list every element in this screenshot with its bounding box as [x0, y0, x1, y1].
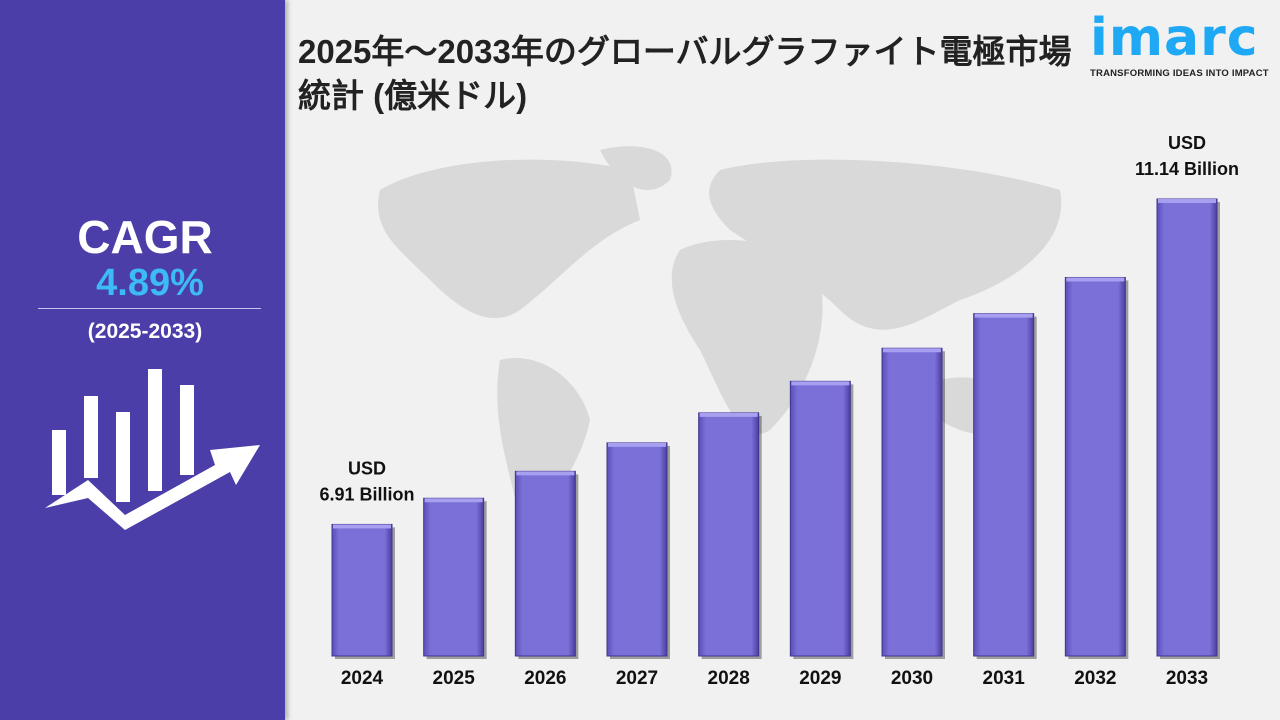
x-tick-label: 2031 — [983, 668, 1026, 689]
bar-2031 — [973, 313, 1035, 657]
x-tick-label: 2032 — [1074, 668, 1116, 689]
bar-top-highlight — [424, 498, 483, 503]
data-label-unit: USD — [1168, 133, 1206, 153]
x-tick-label: 2025 — [433, 668, 476, 689]
cagr-panel: CAGR 4.89% (2025-2033) — [0, 0, 285, 720]
bar-top-highlight — [333, 524, 391, 529]
bar-2024 — [331, 523, 393, 657]
divider — [38, 308, 261, 309]
bar-2030 — [881, 347, 943, 657]
x-tick-label: 2024 — [341, 668, 384, 689]
x-tick-label: 2027 — [616, 668, 658, 689]
x-tick-label: 2033 — [1166, 668, 1208, 689]
bar-2032 — [1064, 276, 1126, 657]
cagr-value: 4.89% — [96, 262, 204, 304]
logo-word: imarc — [1090, 8, 1259, 68]
bar-2028 — [698, 412, 760, 657]
data-label-value: 11.14 Billion — [1135, 159, 1239, 179]
bar-top-highlight — [791, 381, 850, 386]
imarc-logo: imarc TRANSFORMING IDEAS INTO IMPACT — [1090, 10, 1270, 79]
bar-2027 — [606, 442, 668, 657]
page-title: 2025年～2033年のグローバルグラファイト電極市場統計 (億米ドル) — [298, 33, 1072, 114]
bar-2033 — [1156, 198, 1218, 657]
cagr-period: (2025-2033) — [87, 320, 203, 343]
bar-top-highlight — [516, 471, 575, 476]
bar-2025 — [423, 497, 485, 657]
bar-2026 — [514, 470, 576, 657]
data-label-unit: USD — [348, 458, 386, 478]
bar-top-highlight — [1066, 277, 1125, 282]
cagr-label: CAGR — [77, 211, 213, 263]
bar-top-highlight — [974, 313, 1033, 318]
growth-chart-icon — [45, 369, 260, 530]
x-tick-label: 2029 — [799, 668, 841, 689]
bar-top-highlight — [1158, 199, 1216, 203]
data-label-value: 6.91 Billion — [319, 484, 414, 504]
x-tick-label: 2030 — [891, 668, 933, 689]
logo-tagline: TRANSFORMING IDEAS INTO IMPACT — [1090, 68, 1269, 79]
bar-2029 — [789, 380, 851, 657]
bar-top-highlight — [699, 412, 758, 417]
bar-top-highlight — [883, 348, 941, 353]
x-tick-label: 2028 — [708, 668, 750, 689]
bar-top-highlight — [608, 442, 666, 447]
x-tick-label: 2026 — [524, 668, 566, 689]
